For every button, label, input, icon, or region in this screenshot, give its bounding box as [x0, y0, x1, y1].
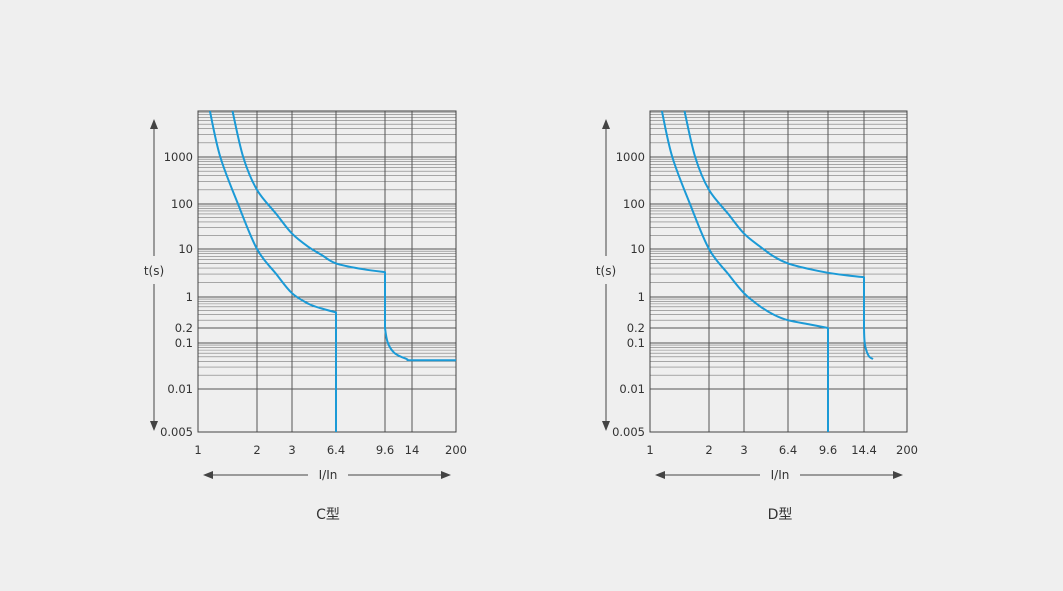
y-axis-label: t(s) — [596, 264, 616, 278]
y-axis-label: t(s) — [144, 264, 164, 278]
y-tick-label: 100 — [171, 197, 193, 211]
trip-curve-lower — [208, 110, 337, 432]
plot-frame — [649, 110, 908, 433]
x-axis-label: I/In — [319, 468, 338, 482]
y-tick-label: 0.01 — [619, 382, 645, 396]
x-tick-label: 200 — [445, 443, 467, 457]
y-tick-label: 1000 — [164, 150, 193, 164]
x-tick-label: 14 — [405, 443, 420, 457]
chart-title: C型 — [316, 507, 340, 523]
x-tick-label: 3 — [740, 443, 747, 457]
plot-frame — [197, 110, 457, 433]
x-tick-label: 14.4 — [851, 443, 877, 457]
x-axis-label: I/In — [771, 468, 790, 482]
x-tick-label: 1 — [646, 443, 653, 457]
x-tick-label: 2 — [253, 443, 260, 457]
y-tick-label: 0.01 — [167, 382, 193, 396]
trip-curve-lower — [660, 110, 829, 432]
y-tick-label: 1 — [186, 290, 193, 304]
y-tick-label: 1 — [638, 290, 645, 304]
y-tick-label: 0.2 — [175, 321, 193, 335]
x-tick-label: 6.4 — [779, 443, 797, 457]
chart-title: D型 — [768, 507, 793, 523]
x-tick-label: 3 — [288, 443, 295, 457]
y-tick-label: 0.005 — [612, 425, 645, 439]
y-tick-label: 0.1 — [175, 336, 193, 350]
minor-gridlines — [198, 111, 456, 376]
y-tick-label: 10 — [630, 242, 645, 256]
x-tick-label: 9.6 — [819, 443, 837, 457]
y-tick-label: 0.1 — [627, 336, 645, 350]
x-tick-label: 200 — [896, 443, 918, 457]
y-tick-label: 10 — [178, 242, 193, 256]
x-tick-label: 6.4 — [327, 443, 345, 457]
y-tick-label: 100 — [623, 197, 645, 211]
x-tick-label: 2 — [705, 443, 712, 457]
x-tick-label: 1 — [194, 443, 201, 457]
y-tick-label: 0.2 — [627, 321, 645, 335]
trip-curve-upper — [683, 110, 874, 360]
y-tick-label: 1000 — [616, 150, 645, 164]
trip-curve-upper — [231, 110, 456, 362]
minor-gridlines — [650, 111, 907, 376]
x-tick-label: 9.6 — [376, 443, 394, 457]
y-tick-label: 0.005 — [160, 425, 193, 439]
